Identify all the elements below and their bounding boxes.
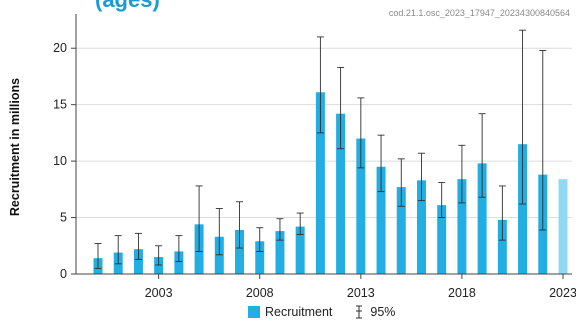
- bar-2008: [255, 241, 265, 274]
- error-bar-2009: [276, 218, 284, 241]
- error-bar-2017: [438, 182, 446, 219]
- error-bar-2006: [215, 208, 223, 256]
- bar-2016: [416, 180, 426, 274]
- error-bar-2002: [134, 232, 142, 260]
- error-bar-2008: [256, 227, 264, 252]
- legend-ci-label: 95%: [370, 305, 396, 319]
- x-tick-label: 2013: [347, 286, 375, 300]
- bar-2009: [275, 231, 285, 274]
- bar-2002: [133, 249, 143, 274]
- bar-2007: [235, 229, 245, 274]
- error-bar-2016: [417, 152, 425, 202]
- bar-2017: [437, 205, 447, 274]
- y-tick-label: 20: [53, 41, 67, 55]
- bar-2010: [295, 226, 305, 274]
- error-bar-2000: [94, 243, 102, 269]
- legend-error-bar-icon: [356, 305, 363, 319]
- bar-2019: [477, 163, 487, 274]
- axis-layer: 0 5 10 15 20 2003 2008 2013 2018 2023: [53, 14, 576, 300]
- bar-2013: [356, 138, 366, 274]
- error-bar-2015: [397, 158, 405, 207]
- error-bar-2014: [377, 134, 385, 193]
- error-bar-2019: [478, 113, 486, 198]
- legend-recruitment-swatch: [248, 306, 260, 318]
- error-bar-2004: [175, 235, 183, 263]
- bar-2006: [214, 236, 224, 274]
- chart-title: (ages): [95, 0, 160, 13]
- error-bar-2003: [155, 245, 163, 266]
- y-axis-title: Recruitment in millions: [8, 78, 22, 216]
- error-bar-2018: [458, 144, 466, 204]
- error-bar-2001: [114, 235, 122, 265]
- x-tick-label: 2023: [549, 286, 576, 300]
- y-tick-label: 15: [53, 98, 67, 112]
- bar-2018: [457, 179, 467, 274]
- x-tick-label: 2003: [145, 286, 173, 300]
- error-bar-2013: [357, 97, 365, 169]
- bar-2012: [336, 113, 346, 274]
- bar-2011: [315, 92, 325, 274]
- bar-2004: [174, 251, 184, 274]
- error-bar-2012: [337, 66, 345, 150]
- legend: Recruitment 95%: [248, 305, 395, 319]
- error-bar-2020: [498, 185, 506, 241]
- bar-2003: [154, 257, 164, 274]
- bar-2020: [497, 219, 507, 274]
- bar-2021: [518, 144, 528, 274]
- error-bar-2011: [316, 36, 324, 134]
- bars-layer: [93, 92, 568, 274]
- bar-2023: [558, 179, 568, 274]
- bar-2015: [396, 187, 406, 274]
- bar-2014: [376, 166, 386, 274]
- y-tick-label: 5: [60, 211, 67, 225]
- x-tick-label: 2018: [448, 286, 476, 300]
- legend-recruitment-label: Recruitment: [265, 305, 333, 319]
- error-bar-2021: [519, 29, 527, 205]
- error-bars-layer: [94, 29, 547, 269]
- error-bar-2005: [195, 185, 203, 252]
- x-tick-label: 2008: [246, 286, 274, 300]
- error-bar-2010: [296, 212, 304, 235]
- y-tick-label: 0: [60, 267, 67, 281]
- y-tick-label: 10: [53, 154, 67, 168]
- source-id: cod.21.1.osc_2023_17947_20234300840564: [388, 8, 570, 18]
- error-bar-2007: [236, 201, 244, 249]
- error-bar-2022: [539, 50, 547, 231]
